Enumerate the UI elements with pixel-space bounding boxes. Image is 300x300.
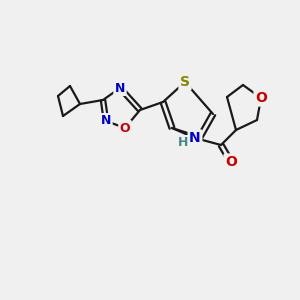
Text: S: S — [180, 75, 190, 89]
Text: N: N — [189, 131, 201, 145]
Text: N: N — [115, 82, 125, 94]
Text: H: H — [178, 136, 188, 149]
Text: O: O — [225, 155, 237, 169]
Text: O: O — [120, 122, 130, 134]
Text: O: O — [255, 91, 267, 105]
Text: N: N — [101, 115, 111, 128]
